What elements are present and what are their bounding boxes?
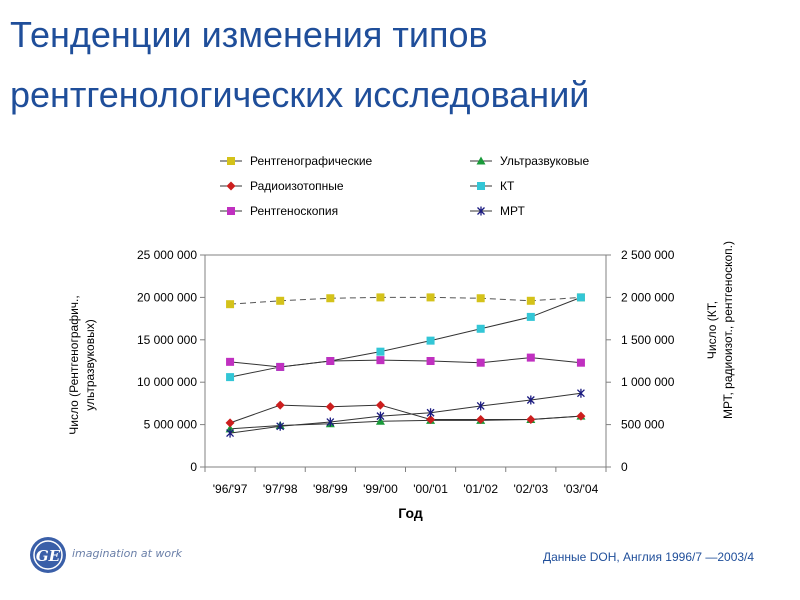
data-point xyxy=(376,411,385,421)
data-point xyxy=(476,401,485,411)
left-axis-tick-label: 15 000 000 xyxy=(137,333,197,347)
right-axis-tick-label: 2 000 000 xyxy=(621,290,675,304)
legend-marker xyxy=(477,206,485,216)
data-point xyxy=(226,300,235,309)
data-point xyxy=(576,411,586,421)
right-axis-tick-label: 0 xyxy=(621,460,628,474)
data-point xyxy=(376,347,385,356)
data-point xyxy=(375,416,385,425)
legend-marker xyxy=(226,181,236,191)
data-point xyxy=(225,418,235,428)
x-axis-tick-label: '97/'98 xyxy=(263,482,298,496)
data-point xyxy=(326,357,335,365)
series-line xyxy=(230,357,581,368)
data-point xyxy=(476,415,486,425)
x-axis-tick-label: '02/'03 xyxy=(514,482,549,496)
data-point xyxy=(526,415,536,425)
data-point xyxy=(576,293,585,302)
right-axis-tick-label: 1 500 000 xyxy=(621,333,675,347)
series-line xyxy=(229,404,581,424)
left-axis-tick-label: 5 000 000 xyxy=(144,418,198,432)
data-point xyxy=(426,357,435,365)
data-point xyxy=(226,373,235,382)
brand-tagline: imagination at work xyxy=(72,547,182,560)
data-point xyxy=(376,356,385,365)
data-point xyxy=(275,400,285,410)
data-point xyxy=(476,324,485,333)
legend-marker xyxy=(477,182,485,190)
left-axis-tick-label: 10 000 000 xyxy=(137,375,197,389)
data-point xyxy=(476,358,485,367)
data-point xyxy=(426,336,435,345)
legend-label: КТ xyxy=(500,179,515,193)
legend-label: Радиоизотопные xyxy=(250,179,344,193)
legend-marker xyxy=(476,156,486,165)
data-point xyxy=(476,294,485,303)
x-axis-tick-label: '01/'02 xyxy=(463,482,498,496)
data-point xyxy=(325,402,335,412)
data-point xyxy=(276,421,285,431)
x-axis-tick-label: '03/'04 xyxy=(564,482,599,496)
data-point xyxy=(226,428,235,438)
left-axis-tick-label: 25 000 000 xyxy=(137,248,197,262)
legend-label: Рентгенографические xyxy=(250,154,373,168)
right-axis-title: Число (КТ, МРТ, радиоизот., рентгеноскоп.… xyxy=(705,241,735,419)
data-point xyxy=(426,408,435,418)
logo-text: GE xyxy=(36,547,61,565)
data-point xyxy=(526,395,535,405)
data-point xyxy=(326,294,335,303)
data-point xyxy=(276,296,285,305)
legend-marker xyxy=(227,207,235,215)
ge-logo-icon: GE xyxy=(30,537,66,573)
left-axis-tick-label: 20 000 000 xyxy=(137,290,197,304)
legend-marker xyxy=(227,157,235,165)
data-point xyxy=(526,353,535,362)
legend-label: Ультразвуковые xyxy=(500,154,590,168)
data-point xyxy=(375,400,385,410)
x-axis-tick-label: '96/'97 xyxy=(213,482,248,496)
right-axis-tick-label: 1 000 000 xyxy=(621,375,675,389)
data-point xyxy=(576,358,585,367)
legend-label: Рентгеноскопия xyxy=(250,204,338,218)
x-axis-tick-label: '00/'01 xyxy=(413,482,448,496)
data-point xyxy=(576,388,585,398)
left-axis-title: Число (Рентгенографич., ультразвуковых) xyxy=(67,295,97,434)
legend-label: МРТ xyxy=(500,204,525,218)
x-axis-tick-label: '99/'00 xyxy=(363,482,398,496)
source-footnote: Данные DOH, Англия 1996/7 —2003/4 xyxy=(543,550,755,564)
title-line-2: рентгенологических исследований xyxy=(10,74,590,115)
right-axis-tick-label: 2 500 000 xyxy=(621,248,675,262)
data-point xyxy=(276,362,285,371)
right-axis-tick-label: 500 000 xyxy=(621,418,665,432)
title-line-1: Тенденции изменения типов xyxy=(10,14,488,55)
data-point xyxy=(426,293,435,302)
x-axis-tick-label: '98/'99 xyxy=(313,482,348,496)
slide-title: Тенденции изменения типов рентгенологиче… xyxy=(10,5,790,125)
data-point xyxy=(326,417,335,427)
data-point xyxy=(376,293,385,302)
data-point xyxy=(426,415,436,425)
data-point xyxy=(526,296,535,305)
series-line xyxy=(229,392,582,434)
left-axis-tick-label: 0 xyxy=(190,460,197,474)
data-point xyxy=(226,357,235,366)
data-point xyxy=(526,312,535,321)
series-line xyxy=(230,296,581,305)
x-axis-title: Год xyxy=(398,505,423,521)
